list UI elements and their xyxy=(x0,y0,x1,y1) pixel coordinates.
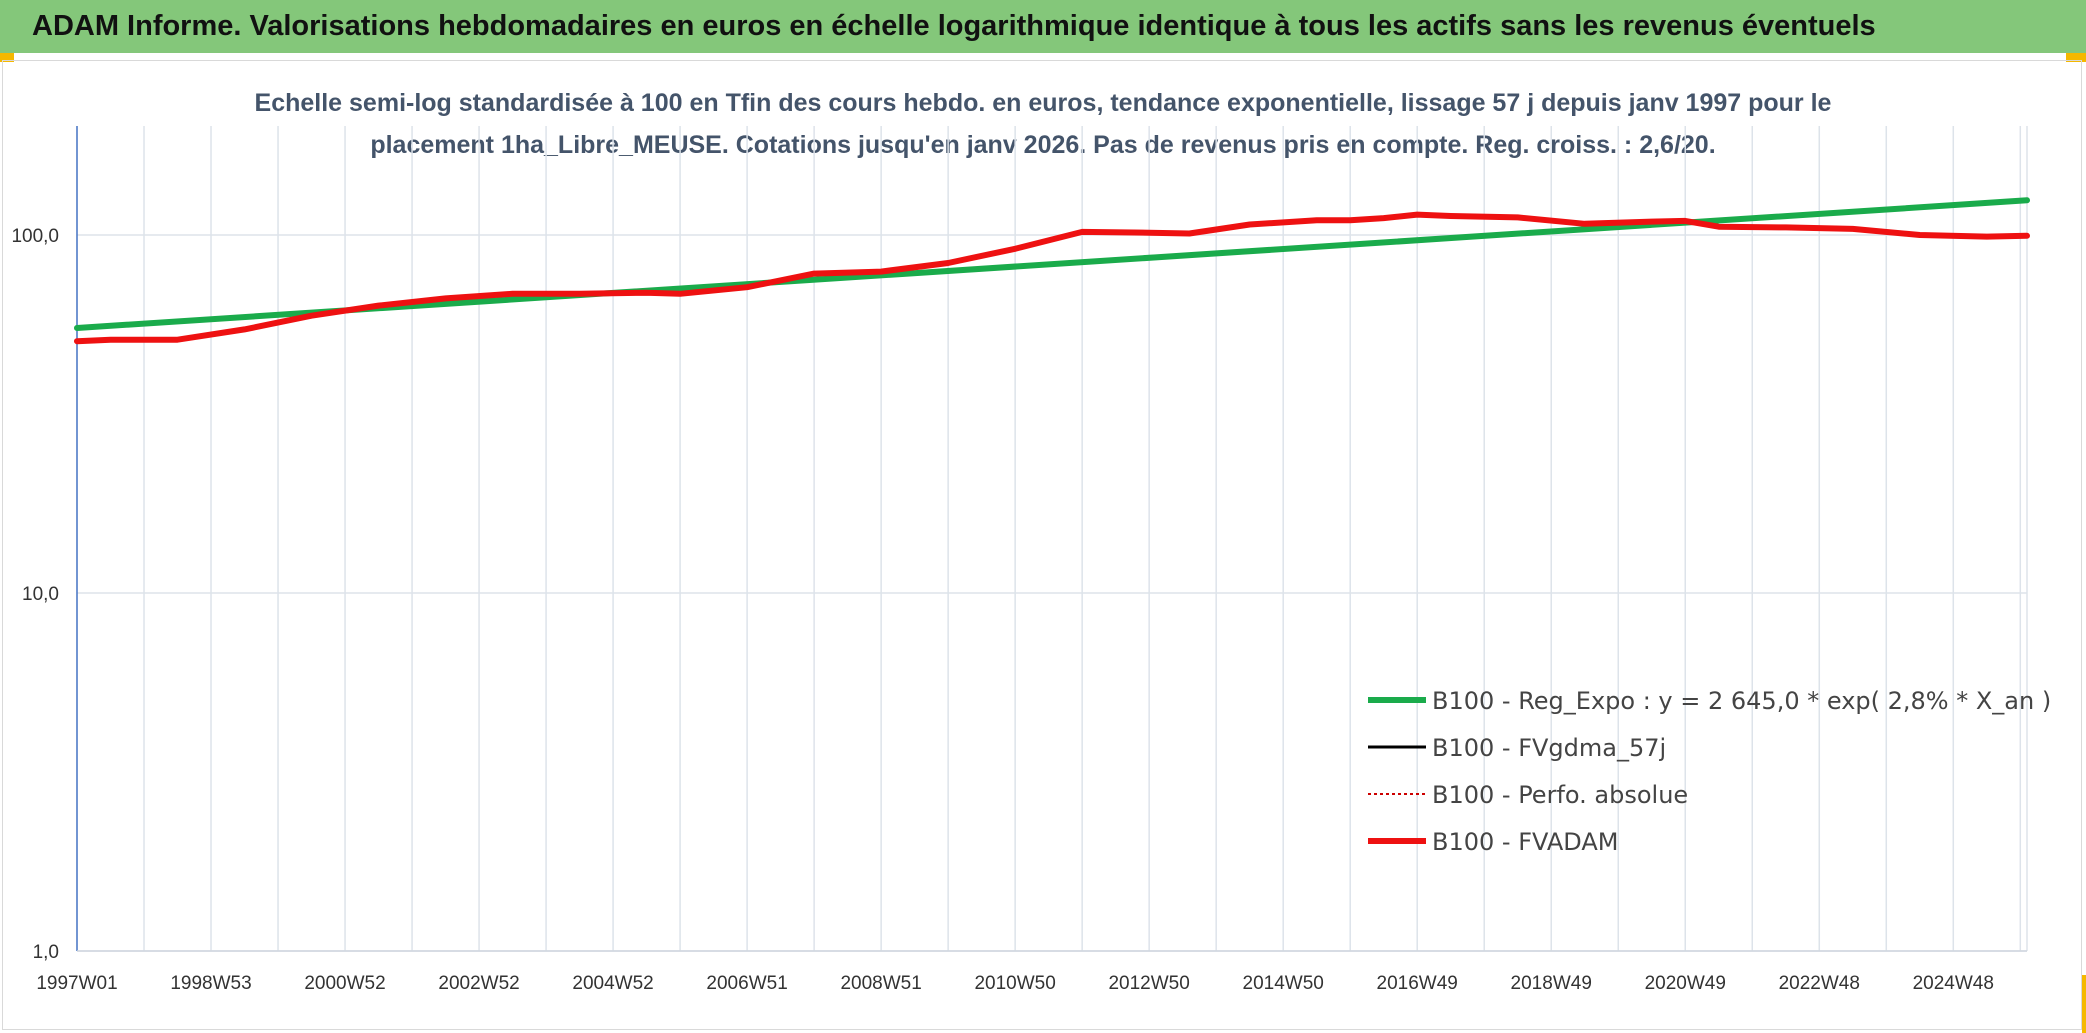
legend: B100 - Reg_Expo : y = 2 645,0 * exp( 2,8… xyxy=(1368,687,2051,856)
chart-title: Echelle semi-log standardisée à 100 en T… xyxy=(150,82,1936,166)
series-line-fvadam xyxy=(74,211,2030,345)
x-tick-label: 2012W50 xyxy=(1108,973,1189,994)
x-tick-label: 2018W49 xyxy=(1511,973,1592,994)
y-tick-label: 1,0 xyxy=(33,942,59,963)
chart-title-line2: placement 1ha_Libre_MEUSE. Cotations jus… xyxy=(370,131,1716,159)
x-tick-label: 2002W52 xyxy=(438,973,519,994)
x-tick-label: 2010W50 xyxy=(974,973,1055,994)
gridlines xyxy=(77,126,2028,952)
chart-title-line1: Echelle semi-log standardisée à 100 en T… xyxy=(254,89,1832,117)
report-title: ADAM Informe. Valorisations hebdomadaire… xyxy=(32,10,1876,42)
legend-label-fvgdma: B100 - FVgdma_57j xyxy=(1432,734,1666,762)
x-tick-label: 1997W01 xyxy=(36,973,117,994)
y-tick-label: 10,0 xyxy=(22,584,59,605)
x-tick-label: 2004W52 xyxy=(572,973,653,994)
y-tick-label: 100,0 xyxy=(11,226,59,247)
x-tick-label: 1998W53 xyxy=(170,973,251,994)
report-header: ADAM Informe. Valorisations hebdomadaire… xyxy=(0,0,2086,53)
x-tick-label: 2006W51 xyxy=(706,973,787,994)
x-tick-label: 2024W48 xyxy=(1913,973,1994,994)
corner-accent-right xyxy=(2066,53,2086,62)
legend-label-perfo: B100 - Perfo. absolue xyxy=(1432,781,1688,809)
x-tick-label: 2020W49 xyxy=(1645,973,1726,994)
legend-label-fvadam: B100 - FVADAM xyxy=(1432,828,1618,856)
x-tick-label: 2008W51 xyxy=(840,973,921,994)
chart-frame xyxy=(2,60,2082,1030)
corner-accent-left xyxy=(0,53,14,62)
corner-accent-bottom-right xyxy=(2082,975,2086,1033)
x-tick-label: 2022W48 xyxy=(1779,973,1860,994)
x-tick-label: 2014W50 xyxy=(1243,973,1324,994)
legend-label-regression: B100 - Reg_Expo : y = 2 645,0 * exp( 2,8… xyxy=(1432,687,2051,715)
x-tick-label: 2000W52 xyxy=(304,973,385,994)
x-tick-label: 2016W49 xyxy=(1377,973,1458,994)
